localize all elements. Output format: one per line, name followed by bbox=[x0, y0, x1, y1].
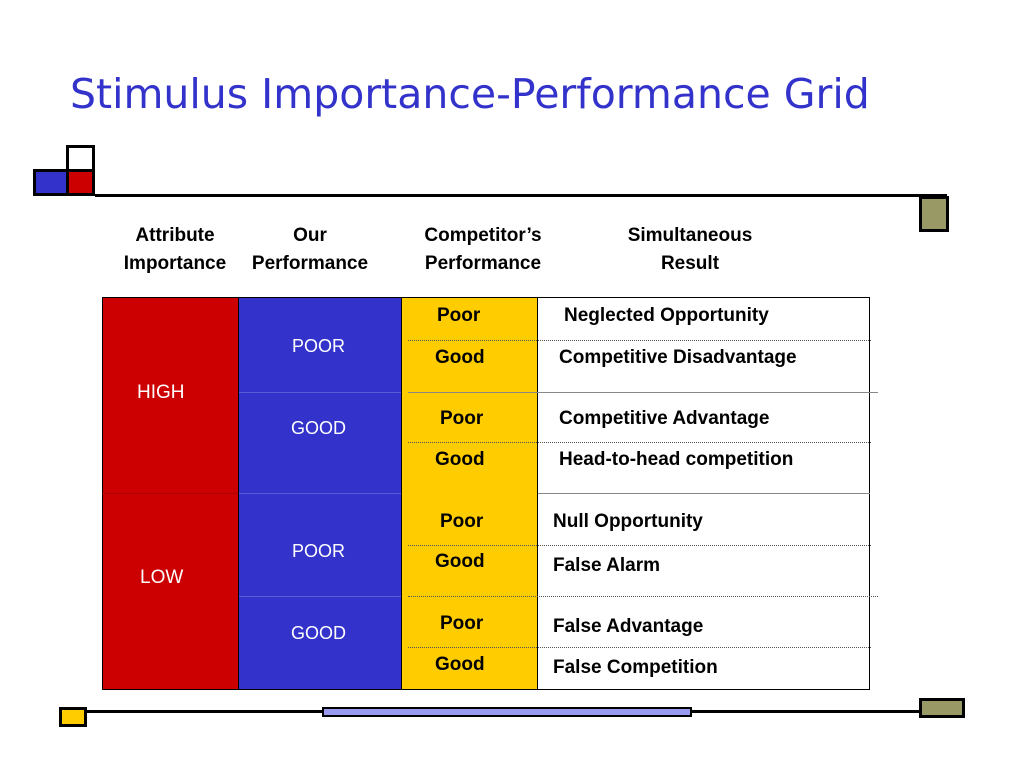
deco-square-olive-bottom bbox=[919, 698, 965, 718]
deco-square-olive-top bbox=[919, 196, 949, 232]
our-performance-divider-2 bbox=[239, 493, 401, 494]
row-separator-1 bbox=[408, 340, 871, 341]
competitor-cell-2: Good bbox=[435, 347, 485, 368]
header-our-performance: Our Performance bbox=[240, 222, 380, 278]
header-result-line2: Result bbox=[660, 253, 720, 274]
our-performance-divider-1 bbox=[239, 392, 401, 393]
slide-title: Stimulus Importance-Performance Grid bbox=[70, 70, 870, 118]
deco-bar-lavender bbox=[322, 707, 692, 717]
our-performance-low-poor: POOR bbox=[292, 541, 346, 561]
our-performance-divider-3 bbox=[239, 596, 401, 597]
result-cell-3: Competitive Advantage bbox=[559, 408, 770, 429]
competitor-cell-7: Poor bbox=[440, 613, 484, 634]
importance-divider bbox=[102, 493, 239, 494]
result-cell-7: False Advantage bbox=[553, 616, 704, 637]
header-competitor-line2: Performance bbox=[424, 253, 542, 274]
our-performance-low-good: GOOD bbox=[291, 623, 347, 643]
header-our-line2: Performance bbox=[251, 253, 369, 274]
header-our-line1: Our bbox=[293, 225, 327, 246]
top-divider-line bbox=[95, 194, 947, 197]
result-cell-5: Null Opportunity bbox=[553, 511, 703, 532]
result-cell-4: Head-to-head competition bbox=[559, 449, 794, 470]
result-cell-6: False Alarm bbox=[553, 555, 661, 576]
importance-low: LOW bbox=[140, 567, 184, 588]
header-result-line1: Simultaneous bbox=[627, 225, 753, 246]
result-cell-2: Competitive Disadvantage bbox=[559, 347, 797, 368]
header-attribute-line1: Attribute bbox=[135, 225, 215, 246]
header-attribute-line2: Importance bbox=[123, 253, 227, 274]
header-competitor-performance: Competitor’s Performance bbox=[408, 222, 558, 278]
group-separator-3 bbox=[408, 596, 878, 597]
header-simultaneous-result: Simultaneous Result bbox=[610, 222, 770, 278]
importance-high: HIGH bbox=[137, 382, 185, 403]
our-performance-high-good: GOOD bbox=[291, 418, 347, 438]
deco-square-red bbox=[66, 169, 95, 196]
group-separator-2 bbox=[538, 493, 870, 494]
row-separator-4 bbox=[408, 647, 871, 648]
row-separator-3 bbox=[408, 545, 871, 546]
group-separator-1 bbox=[408, 392, 878, 393]
header-attribute-importance: Attribute Importance bbox=[105, 222, 245, 278]
deco-square-yellow bbox=[59, 707, 87, 727]
deco-square-white bbox=[66, 145, 95, 172]
competitor-column bbox=[401, 297, 538, 690]
competitor-cell-5: Poor bbox=[440, 511, 484, 532]
competitor-cell-4: Good bbox=[435, 449, 485, 470]
competitor-cell-1: Poor bbox=[437, 305, 481, 326]
result-cell-8: False Competition bbox=[553, 657, 718, 678]
competitor-cell-8: Good bbox=[435, 654, 485, 675]
row-separator-2 bbox=[408, 442, 871, 443]
result-cell-1: Neglected Opportunity bbox=[564, 305, 769, 326]
header-competitor-line1: Competitor’s bbox=[424, 225, 542, 246]
competitor-cell-6: Good bbox=[435, 551, 485, 572]
competitor-cell-3: Poor bbox=[440, 408, 484, 429]
our-performance-high-poor: POOR bbox=[292, 336, 346, 356]
deco-square-blue bbox=[33, 169, 69, 196]
